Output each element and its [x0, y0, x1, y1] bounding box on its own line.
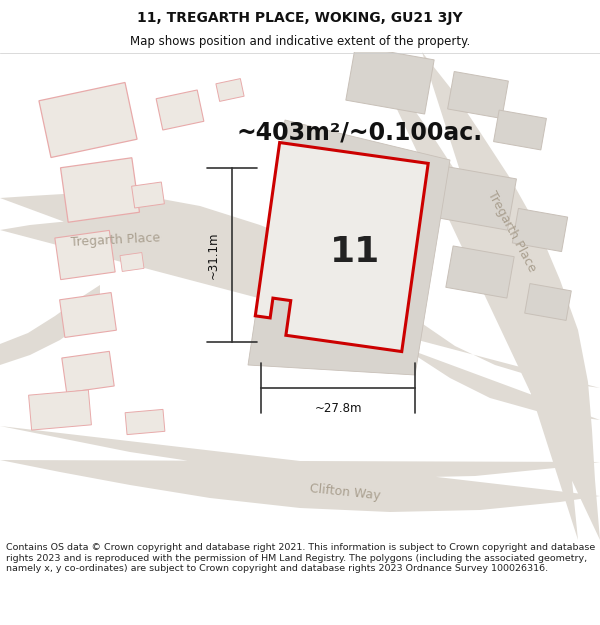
Polygon shape	[59, 292, 116, 338]
Polygon shape	[0, 193, 600, 420]
Text: 11, TREGARTH PLACE, WOKING, GU21 3JY: 11, TREGARTH PLACE, WOKING, GU21 3JY	[137, 11, 463, 26]
Polygon shape	[0, 426, 600, 512]
Text: ~31.1m: ~31.1m	[207, 231, 220, 279]
Text: ~403m²/~0.100ac.: ~403m²/~0.100ac.	[237, 120, 483, 144]
Polygon shape	[62, 351, 114, 392]
Polygon shape	[494, 110, 547, 150]
Text: ~27.8m: ~27.8m	[314, 402, 362, 415]
Polygon shape	[434, 166, 517, 230]
Polygon shape	[448, 71, 508, 119]
Polygon shape	[156, 90, 204, 130]
Polygon shape	[120, 253, 144, 271]
Polygon shape	[131, 182, 164, 208]
Polygon shape	[370, 52, 600, 540]
Polygon shape	[39, 82, 137, 158]
Text: Clifton Way: Clifton Way	[309, 482, 381, 502]
Polygon shape	[0, 285, 100, 365]
Polygon shape	[255, 142, 428, 351]
Polygon shape	[346, 46, 434, 114]
Polygon shape	[216, 79, 244, 101]
Polygon shape	[512, 208, 568, 252]
Polygon shape	[61, 158, 139, 222]
Polygon shape	[55, 231, 115, 279]
Text: Tregarth Place: Tregarth Place	[70, 231, 160, 249]
Polygon shape	[248, 120, 450, 375]
Text: 11: 11	[330, 235, 380, 269]
Polygon shape	[446, 246, 514, 298]
Polygon shape	[29, 390, 91, 430]
Text: Map shows position and indicative extent of the property.: Map shows position and indicative extent…	[130, 36, 470, 48]
Polygon shape	[525, 284, 571, 321]
Polygon shape	[125, 409, 165, 434]
Text: Tregarth Place: Tregarth Place	[485, 189, 539, 274]
Text: Contains OS data © Crown copyright and database right 2021. This information is : Contains OS data © Crown copyright and d…	[6, 543, 595, 573]
